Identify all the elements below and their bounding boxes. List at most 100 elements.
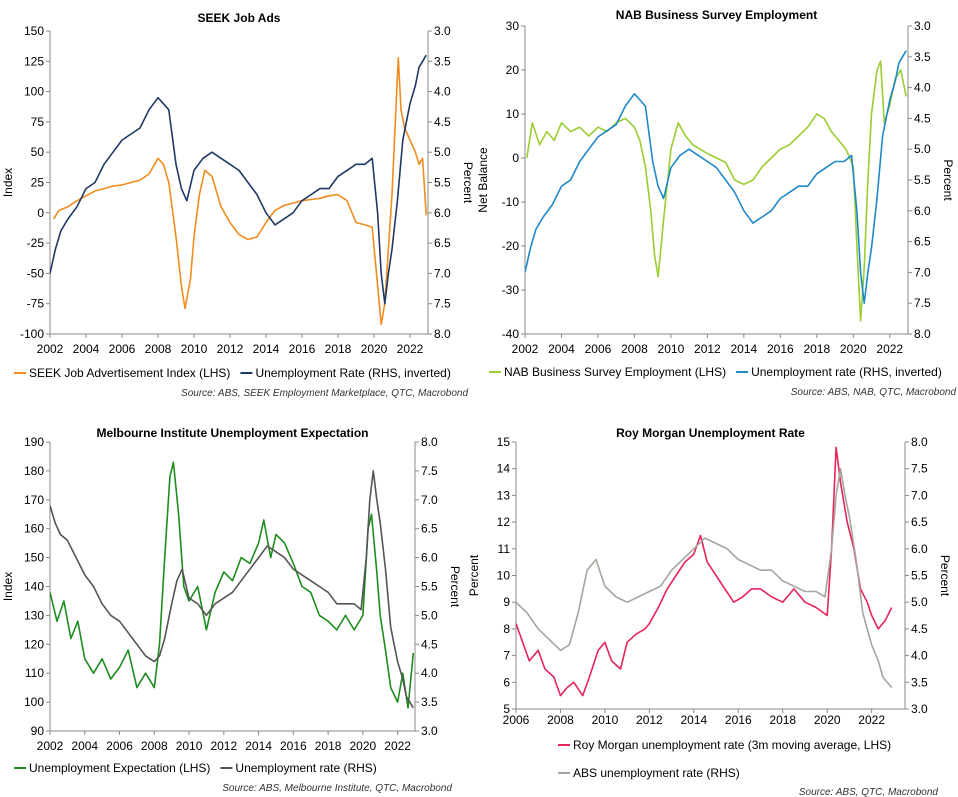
y-tick-label-right: 5.5 [914,173,931,187]
y-tick-label-left: 20 [506,63,520,77]
x-tick-label: 2014 [253,342,280,356]
y-tick-label-right: 7.5 [421,464,438,478]
y-tick-label-left: 7 [503,649,510,663]
x-tick-label: 2018 [803,342,830,356]
x-tick-label: 2006 [109,342,136,356]
x-tick-label: 2020 [814,713,841,727]
x-tick-label: 2014 [680,713,707,727]
y-tick-label-left: 180 [24,464,44,478]
series-line-2 [516,467,893,689]
y-tick-label-left: 0 [512,151,519,165]
source-note: Source: ABS, QTC, Macrobond [799,787,939,797]
y-tick-label-right: 3.5 [911,675,928,689]
y-axis-label-left: Index [1,572,15,601]
y-tick-label-right: 4.0 [911,649,928,663]
y-tick-label-right: 3.0 [914,19,931,33]
y-tick-label-right: 5.5 [421,580,438,594]
source-note: Source: ABS, SEEK Employment Marketplace… [181,388,468,399]
y-tick-label-left: 190 [24,435,44,449]
y-tick-label-left: -30 [502,283,520,297]
y-tick-label-left: 125 [24,54,44,68]
y-tick-label-left: -40 [502,327,520,341]
y-axis-label-right: Percent [448,566,462,608]
y-tick-label-left: 6 [503,675,510,689]
x-tick-label: 2006 [106,739,133,753]
x-tick-label: 2016 [280,739,307,753]
y-tick-label-right: 8.0 [914,327,931,341]
legend-label: Roy Morgan unemployment rate (3m moving … [573,738,891,752]
x-tick-label: 2012 [210,739,237,753]
y-tick-label-left: -10 [502,195,520,209]
y-tick-label-left: 140 [24,580,44,594]
y-tick-label-left: 100 [24,695,44,709]
x-tick-label: 2022 [397,342,424,356]
x-tick-label: 2022 [858,713,885,727]
legend-label: Unemployment Expectation (LHS) [29,761,210,775]
x-tick-label: 2010 [658,342,685,356]
y-tick-label-left: 50 [31,145,45,159]
x-tick-label: 2008 [145,342,172,356]
x-tick-label: 2020 [840,342,867,356]
y-tick-label-left: 9 [503,595,510,609]
legend-label: NAB Business Survey Employment (LHS) [504,365,726,379]
y-tick-label-left: 10 [497,569,511,583]
legend-label: Unemployment Rate (RHS, inverted) [255,366,450,380]
x-tick-label: 2002 [37,739,64,753]
y-tick-label-left: 13 [497,488,511,502]
y-axis-label-right: Percent [461,162,475,204]
x-tick-label: 2006 [503,713,530,727]
y-tick-label-right: 6.5 [911,515,928,529]
series-line-1 [52,56,427,326]
y-tick-label-left: 100 [24,85,44,99]
y-tick-label-right: 4.5 [434,115,451,129]
y-tick-label-right: 5.0 [911,595,928,609]
y-tick-label-left: -20 [502,239,520,253]
y-tick-label-right: 3.5 [421,695,438,709]
y-tick-label-right: 8.0 [421,435,438,449]
x-tick-label: 2008 [621,342,648,356]
y-axis-label-right: Percent [941,159,955,201]
x-tick-label: 2018 [315,739,342,753]
series-line-1 [526,60,907,322]
y-tick-label-right: 6.0 [911,542,928,556]
y-tick-label-right: 3.0 [434,24,451,38]
x-tick-label: 2022 [384,739,411,753]
y-tick-label-right: 7.0 [914,265,931,279]
y-tick-label-right: 5.5 [434,176,451,190]
y-tick-label-right: 5.0 [421,608,438,622]
chart-panel-2: NAB Business Survey Employment3020100-10… [476,8,956,398]
series-line-1 [516,446,893,697]
x-tick-label: 2020 [361,342,388,356]
y-tick-label-right: 6.5 [421,522,438,536]
y-tick-label-right: 4.5 [421,637,438,651]
y-tick-label-right: 5.0 [434,145,451,159]
x-tick-label: 2022 [876,342,903,356]
y-tick-label-right: 4.5 [911,622,928,636]
y-tick-label-left: 150 [24,551,44,565]
y-tick-label-right: 8.0 [434,327,451,341]
x-tick-label: 2018 [325,342,352,356]
y-tick-label-left: 25 [31,176,45,190]
y-tick-label-left: 110 [25,666,44,680]
y-tick-label-right: 7.0 [434,266,451,280]
chart-title: Roy Morgan Unemployment Rate [616,426,805,440]
x-tick-label: 2010 [181,342,208,356]
y-axis-label-left: Percent [467,554,481,596]
x-tick-label: 2014 [245,739,272,753]
y-tick-label-left: -50 [27,266,45,280]
y-tick-label-right: 7.0 [911,488,928,502]
y-tick-label-left: 150 [24,24,44,38]
x-tick-label: 2002 [512,342,539,356]
y-tick-label-right: 6.5 [434,236,451,250]
y-tick-label-right: 5.0 [914,142,931,156]
y-tick-label-right: 4.0 [421,666,438,680]
x-tick-label: 2012 [694,342,721,356]
x-tick-label: 2020 [350,739,377,753]
y-tick-label-left: 30 [506,19,520,33]
legend-label: Unemployment rate (RHS, inverted) [751,365,942,379]
y-tick-label-left: 15 [497,435,511,449]
y-tick-label-left: 11 [498,542,511,556]
x-tick-label: 2006 [585,342,612,356]
x-tick-label: 2016 [767,342,794,356]
y-tick-label-right: 7.0 [421,493,438,507]
